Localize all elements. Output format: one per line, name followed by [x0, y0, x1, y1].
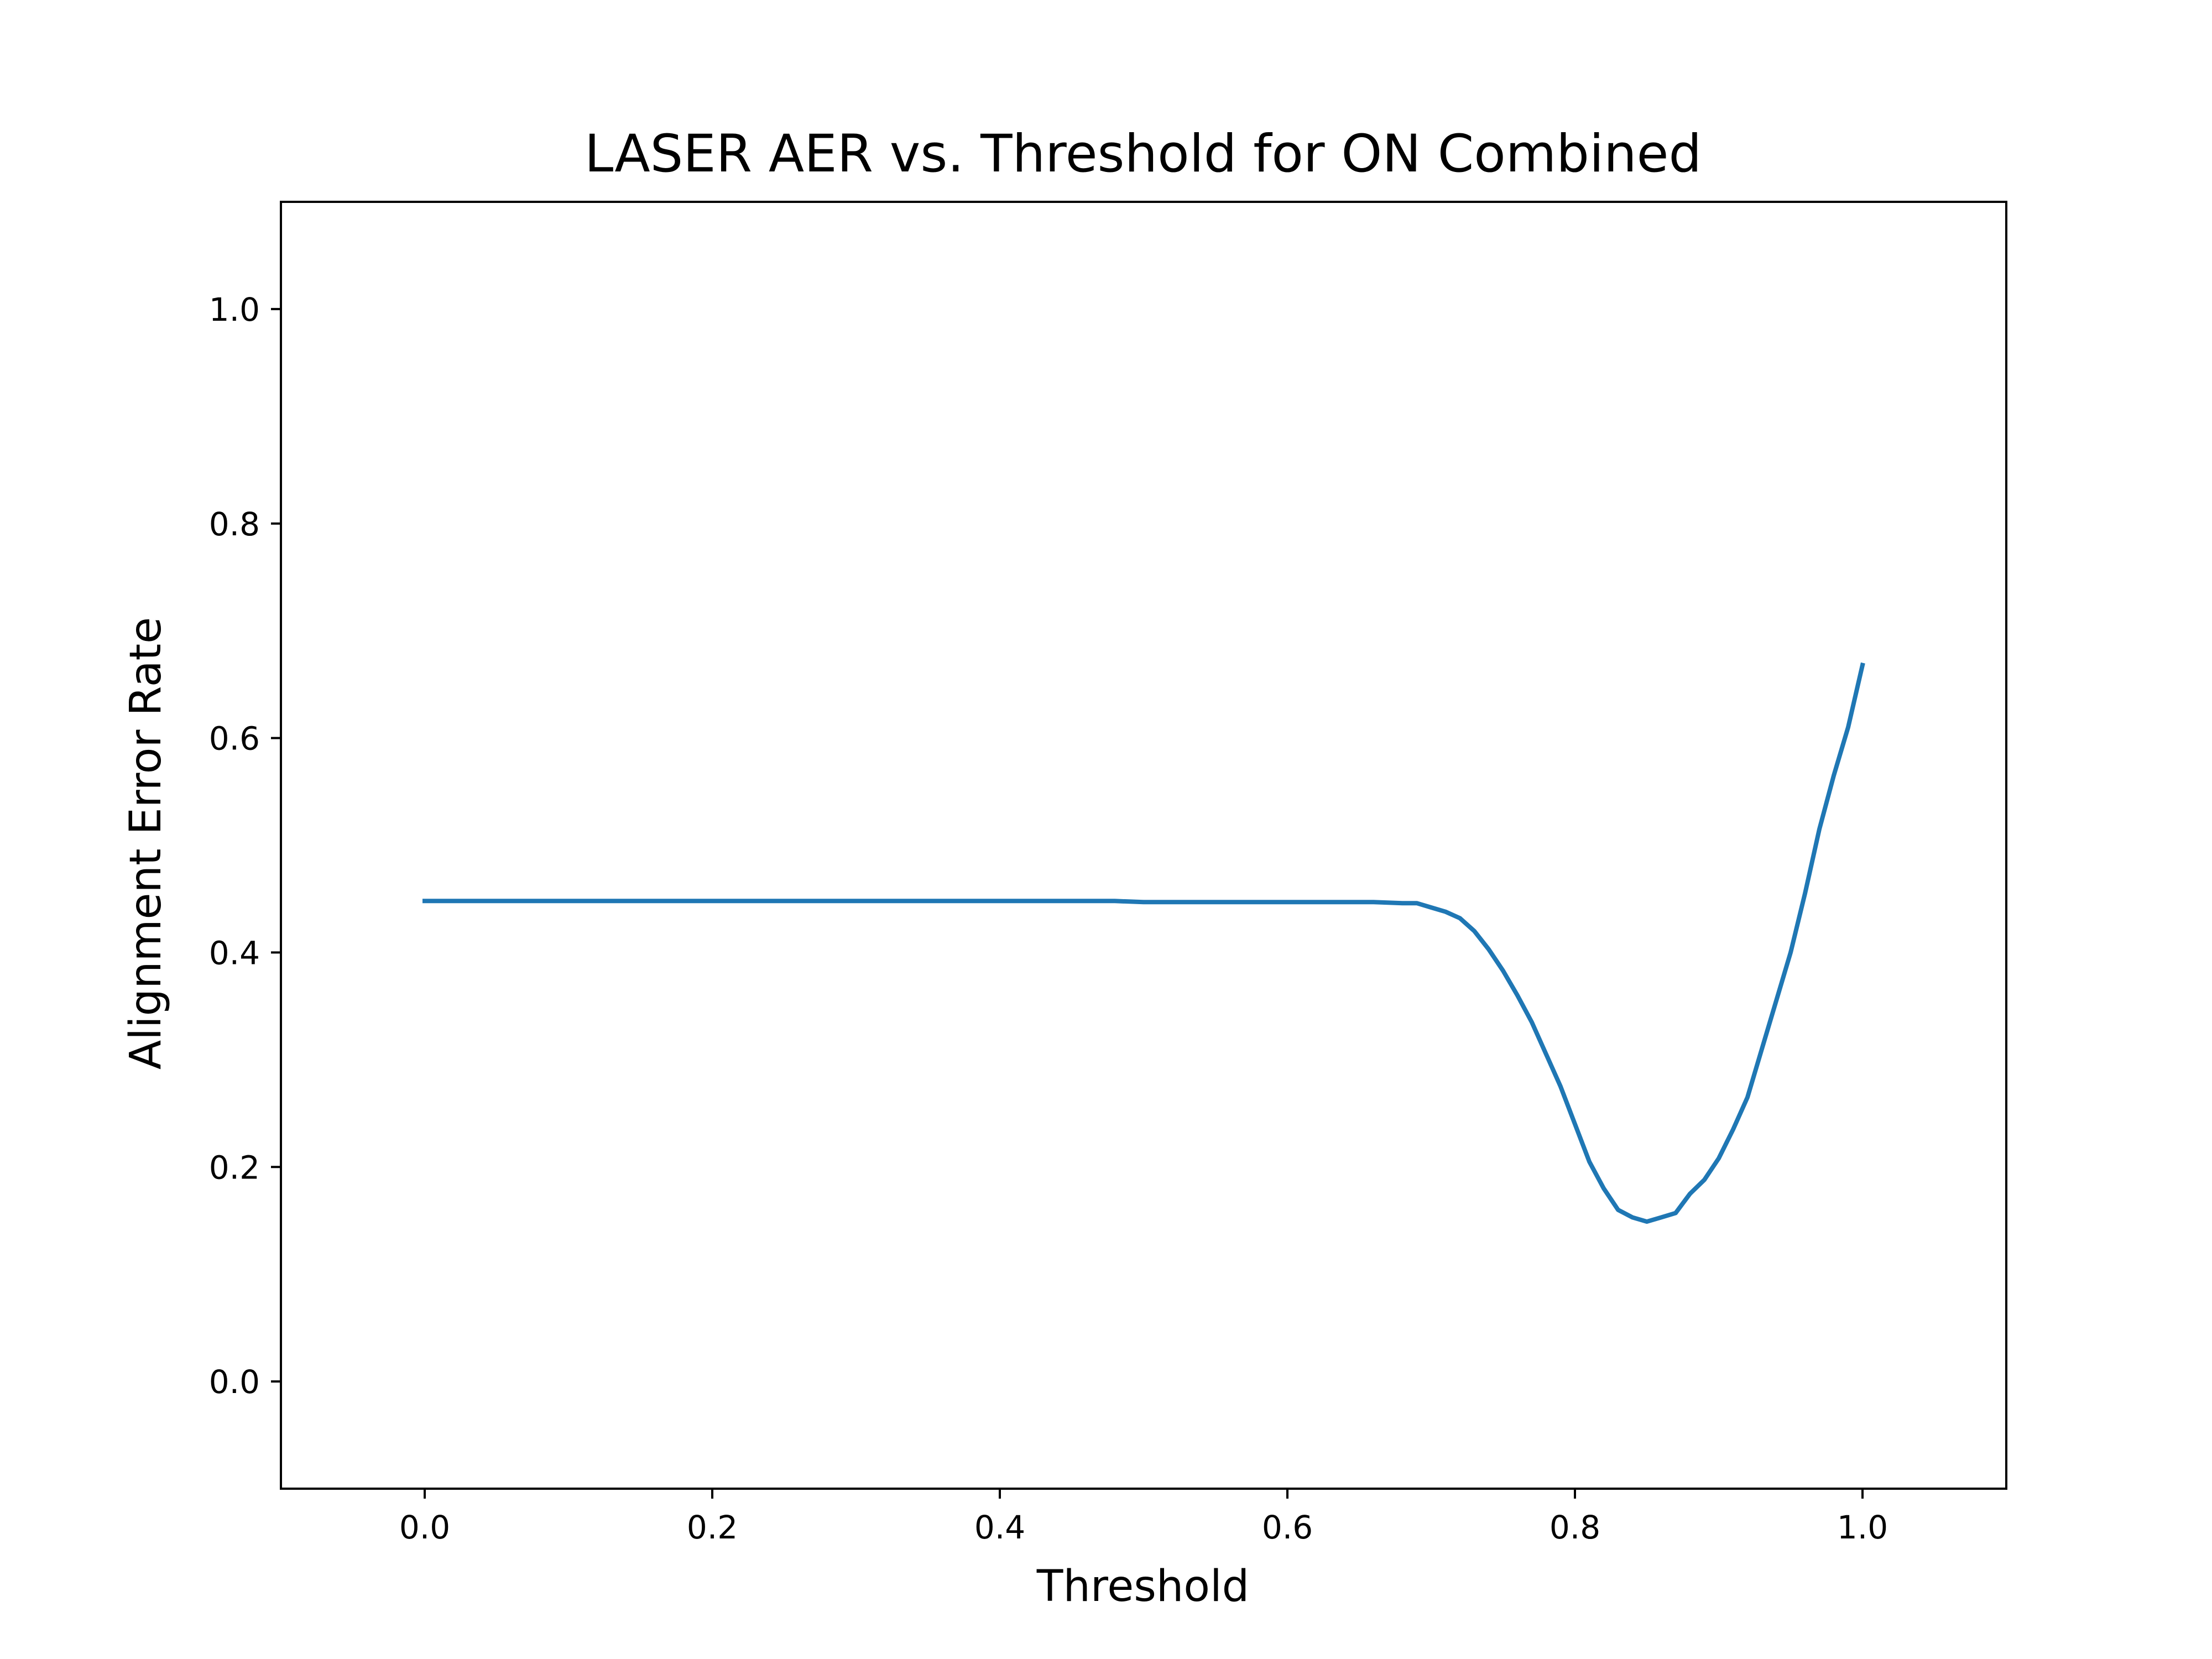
y-axis-ticks: 0.0 0.2 0.4 0.6 0.8 1.0 [209, 291, 281, 1401]
plot-area [280, 201, 2007, 1490]
y-axis-label: Alignment Error Rate [121, 617, 171, 1070]
chart-title: LASER AER vs. Threshold for ON Combined [585, 124, 1702, 184]
y-tick-label: 0.2 [209, 1149, 260, 1186]
y-tick-label: 0.0 [209, 1363, 260, 1401]
x-tick-label: 0.4 [974, 1509, 1025, 1546]
axes-frame [280, 201, 2007, 1490]
y-tick-label: 0.8 [209, 505, 260, 543]
x-axis-label: Threshold [1036, 1562, 1249, 1611]
x-tick-label: 1.0 [1837, 1509, 1888, 1546]
y-tick-label: 0.4 [209, 934, 260, 972]
y-tick-label: 0.6 [209, 720, 260, 758]
x-axis-ticks: 0.0 0.2 0.4 0.6 0.8 1.0 [399, 1489, 1888, 1546]
series-line-1 [422, 662, 1865, 1224]
y-tick-label: 1.0 [209, 291, 260, 328]
x-tick-label: 0.8 [1550, 1509, 1600, 1546]
x-tick-label: 0.6 [1262, 1509, 1313, 1546]
x-tick-label: 0.0 [399, 1509, 450, 1546]
x-tick-label: 0.2 [687, 1509, 738, 1546]
